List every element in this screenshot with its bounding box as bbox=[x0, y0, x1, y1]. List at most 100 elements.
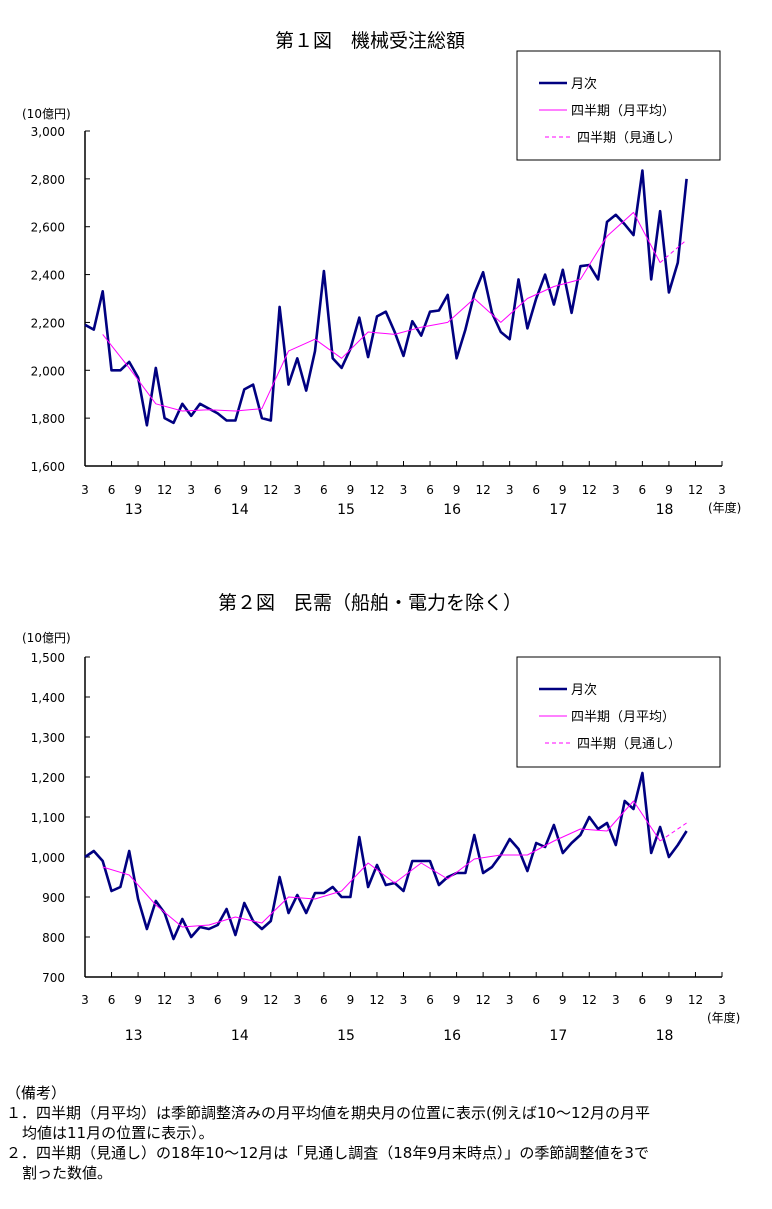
x-tick-label: 12 bbox=[688, 483, 703, 497]
x-tick-label: 12 bbox=[582, 993, 597, 1007]
y-tick-label: 800 bbox=[42, 931, 65, 945]
x-tick-label: 9 bbox=[347, 483, 355, 497]
x-tick-label: 3 bbox=[506, 483, 514, 497]
x-tick-label: 12 bbox=[475, 993, 490, 1007]
y-tick-label: 1,300 bbox=[31, 731, 65, 745]
x-tick-label: 3 bbox=[612, 483, 620, 497]
y-tick-label: 1,100 bbox=[31, 811, 65, 825]
x-tick-label: 6 bbox=[320, 483, 328, 497]
x-tick-label: 9 bbox=[134, 993, 142, 1007]
legend-label: 月次 bbox=[571, 76, 597, 92]
y-tick-label: 1,200 bbox=[31, 771, 65, 785]
legend-label: 四半期（見通し） bbox=[577, 131, 681, 146]
year-label: 16 bbox=[443, 1028, 461, 1044]
y-tick-label: 2,600 bbox=[31, 221, 65, 235]
x-tick-label: 6 bbox=[639, 483, 647, 497]
legend-label: 四半期（見通し） bbox=[577, 737, 681, 752]
x-tick-label: 9 bbox=[240, 993, 248, 1007]
x-tick-label: 12 bbox=[157, 993, 172, 1007]
y-tick-label: 2,000 bbox=[31, 364, 65, 378]
x-tick-label: 6 bbox=[532, 993, 540, 1007]
y-tick-label: 3,000 bbox=[31, 125, 65, 139]
legend-box bbox=[516, 656, 721, 768]
series-line-quarterly-forecast bbox=[659, 239, 687, 263]
x-tick-label: 12 bbox=[263, 993, 278, 1007]
x-tick-label: 12 bbox=[369, 483, 384, 497]
x-tick-label: 6 bbox=[426, 993, 434, 1007]
x-tick-label: 12 bbox=[582, 483, 597, 497]
note-2-cont: 割った数値。 bbox=[22, 1164, 113, 1182]
x-tick-label: 9 bbox=[559, 993, 567, 1007]
x-tick-label: 3 bbox=[81, 993, 89, 1007]
x-axis-title: (年度) bbox=[708, 500, 741, 515]
chart-1: 第１図 機械受注総額 (10億円) 1,600 1,800 2,000 2,200 2,40… bbox=[22, 30, 741, 518]
x-tick-label: 3 bbox=[506, 993, 514, 1007]
series-line-monthly bbox=[84, 771, 688, 941]
chart-2: 第２図 民需（船舶・電力を除く） (10億円) 700 800 900 1,000 1,10… bbox=[22, 592, 740, 1044]
x-tick-label: 12 bbox=[475, 483, 490, 497]
x-tick-label: 6 bbox=[426, 483, 434, 497]
series-line-quarterly-forecast bbox=[659, 822, 687, 842]
note-2: ２．四半期（見通し）の18年10～12月は「見通し調査（18年9月末時点）」の季… bbox=[6, 1144, 649, 1162]
x-tick-label: 3 bbox=[81, 483, 89, 497]
note-1-cont: 均値は11月の位置に表示）。 bbox=[22, 1124, 214, 1142]
legend-label: 月次 bbox=[571, 682, 597, 698]
y-tick-label: 1,600 bbox=[31, 460, 65, 474]
x-axis-title: (年度) bbox=[707, 1010, 740, 1025]
x-tick-label: 9 bbox=[665, 483, 673, 497]
series-line-quarterly-avg bbox=[102, 211, 661, 412]
year-label: 15 bbox=[337, 1028, 355, 1044]
x-tick-label: 3 bbox=[294, 993, 302, 1007]
x-tick-label: 6 bbox=[108, 993, 116, 1007]
x-tick-label: 6 bbox=[320, 993, 328, 1007]
x-tick-label: 12 bbox=[688, 993, 703, 1007]
year-label: 13 bbox=[125, 1028, 143, 1044]
x-tick-label: 9 bbox=[347, 993, 355, 1007]
series-line-quarterly-avg bbox=[102, 800, 661, 928]
x-tick-label: 3 bbox=[718, 483, 726, 497]
x-tick-label: 9 bbox=[453, 483, 461, 497]
x-tick-label: 9 bbox=[453, 993, 461, 1007]
x-tick-label: 12 bbox=[369, 993, 384, 1007]
year-label: 18 bbox=[656, 502, 674, 518]
year-label: 13 bbox=[125, 502, 143, 518]
year-label: 18 bbox=[656, 1028, 674, 1044]
year-label: 16 bbox=[443, 502, 461, 518]
note-1: １．四半期（月平均）は季節調整済みの月平均値を期央月の位置に表示(例えば10～1… bbox=[6, 1104, 651, 1122]
y-tick-label: 2,800 bbox=[31, 173, 65, 187]
y-tick-label: 1,400 bbox=[31, 691, 65, 705]
x-tick-label: 9 bbox=[134, 483, 142, 497]
chart-title: 第２図 民需（船舶・電力を除く） bbox=[218, 592, 522, 614]
x-tick-label: 6 bbox=[108, 483, 116, 497]
x-tick-label: 3 bbox=[400, 993, 408, 1007]
x-tick-label: 6 bbox=[532, 483, 540, 497]
chart-title: 第１図 機械受注総額 bbox=[275, 30, 465, 52]
unit-label: (10億円) bbox=[22, 107, 71, 121]
x-tick-label: 3 bbox=[187, 993, 195, 1007]
x-tick-label: 6 bbox=[214, 483, 222, 497]
y-tick-label: 1,800 bbox=[31, 412, 65, 426]
notes: （備考） １．四半期（月平均）は季節調整済みの月平均値を期央月の位置に表示(例え… bbox=[6, 1083, 772, 1183]
y-tick-label: 1,000 bbox=[31, 851, 65, 865]
y-tick-label: 2,400 bbox=[31, 269, 65, 283]
x-tick-label: 6 bbox=[214, 993, 222, 1007]
legend-label: 四半期（月平均） bbox=[571, 710, 675, 725]
series-line-monthly bbox=[84, 169, 688, 427]
year-label: 14 bbox=[231, 1028, 249, 1044]
unit-label: (10億円) bbox=[22, 631, 71, 645]
legend-label: 四半期（月平均） bbox=[571, 104, 675, 119]
x-tick-label: 9 bbox=[559, 483, 567, 497]
y-tick-label: 700 bbox=[42, 971, 65, 985]
x-tick-label: 9 bbox=[665, 993, 673, 1007]
notes-heading: （備考） bbox=[6, 1084, 67, 1102]
x-tick-label: 3 bbox=[187, 483, 195, 497]
y-tick-label: 1,500 bbox=[31, 651, 65, 665]
year-label: 14 bbox=[231, 502, 249, 518]
x-tick-label: 3 bbox=[400, 483, 408, 497]
year-label: 15 bbox=[337, 502, 355, 518]
year-label: 17 bbox=[549, 502, 567, 518]
x-tick-label: 3 bbox=[612, 993, 620, 1007]
